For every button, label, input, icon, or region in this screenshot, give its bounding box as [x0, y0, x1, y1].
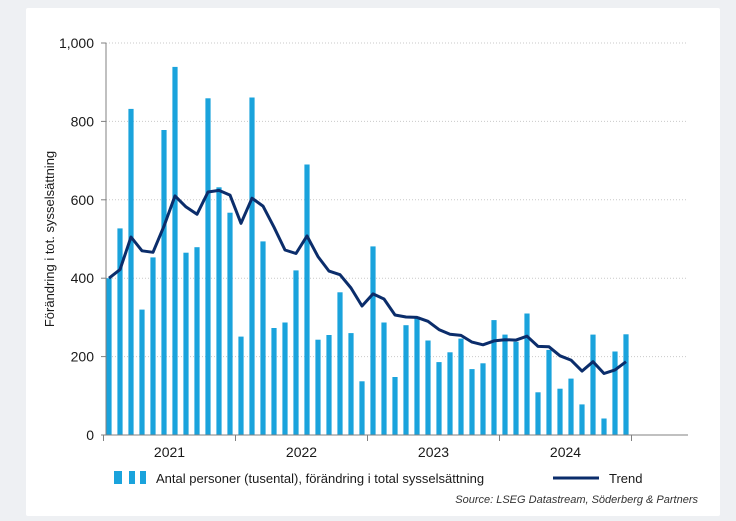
bar: [590, 334, 596, 435]
bar: [425, 340, 431, 435]
bar: [304, 164, 310, 435]
bar: [392, 377, 398, 435]
chart-svg: 0 200 400 600 800 1,000 2021 2022 2023 2024 Förä…: [42, 35, 688, 486]
bar: [480, 363, 486, 435]
bar: [194, 247, 200, 435]
bar: [326, 335, 332, 435]
bar: [502, 334, 508, 435]
bar: [535, 392, 541, 435]
bar-series: [106, 66, 629, 436]
bar: [524, 313, 530, 435]
legend-bar-swatch-part: [114, 471, 122, 484]
y-tick-label: 1,000: [59, 35, 94, 51]
legend-bar-swatch-part: [129, 471, 135, 484]
bar: [249, 97, 255, 435]
gridlines: [101, 42, 688, 436]
x-tick-label: 2022: [286, 444, 317, 460]
y-tick-label: 600: [71, 192, 95, 208]
y-tick-label: 400: [71, 270, 95, 286]
bar: [513, 341, 519, 435]
bar: [348, 333, 354, 435]
bar: [150, 257, 156, 435]
legend-bar-swatch: [114, 471, 146, 484]
bar: [315, 339, 321, 435]
bar: [271, 328, 277, 435]
bar: [414, 316, 420, 435]
y-tick-label: 0: [86, 427, 94, 443]
bar: [293, 270, 299, 435]
bar: [436, 362, 442, 435]
bar: [491, 320, 497, 435]
bar: [447, 352, 453, 435]
y-tick-label: 800: [71, 113, 95, 129]
bar: [601, 418, 607, 435]
bar: [238, 336, 244, 435]
bar: [216, 187, 222, 435]
y-tick-label: 200: [71, 349, 95, 365]
bar: [128, 108, 134, 436]
bar: [337, 292, 343, 435]
bar: [469, 369, 475, 435]
bar: [117, 228, 123, 435]
bar: [546, 349, 552, 435]
legend-trend-label: Trend: [609, 471, 642, 486]
bar: [381, 322, 387, 435]
trend-line: [108, 188, 627, 375]
y-tick-labels: 0 200 400 600 800 1,000: [59, 35, 94, 443]
bar: [359, 381, 365, 435]
bar: [282, 322, 288, 435]
x-tick-label: 2021: [154, 444, 185, 460]
bar: [458, 338, 464, 435]
x-tick-label: 2023: [418, 444, 449, 460]
x-tick-label: 2024: [550, 444, 581, 460]
x-tick-labels: 2021 2022 2023 2024: [103, 435, 632, 460]
bar: [568, 378, 574, 435]
legend-bar-label: Antal personer (tusental), förändring i …: [156, 471, 484, 486]
bar: [579, 404, 585, 435]
bar: [623, 334, 629, 435]
legend: Antal personer (tusental), förändring i …: [114, 471, 642, 486]
chart-card: 0 200 400 600 800 1,000 2021 2022 2023 2024 Förä…: [26, 8, 720, 516]
bar: [161, 130, 167, 435]
bar: [205, 98, 211, 436]
y-axis-label: Förändring i tot. sysselsättning: [42, 151, 57, 327]
source-note: Source: LSEG Datastream, Söderberg & Par…: [455, 494, 698, 506]
bar: [260, 241, 266, 435]
bar: [403, 325, 409, 435]
bar: [370, 246, 376, 435]
bar: [172, 66, 178, 436]
bar: [227, 212, 233, 435]
legend-bar-swatch-part: [140, 471, 146, 484]
bar: [612, 351, 618, 435]
bar: [183, 252, 189, 435]
bar: [557, 388, 563, 435]
bar: [139, 309, 145, 435]
bar: [106, 278, 112, 435]
